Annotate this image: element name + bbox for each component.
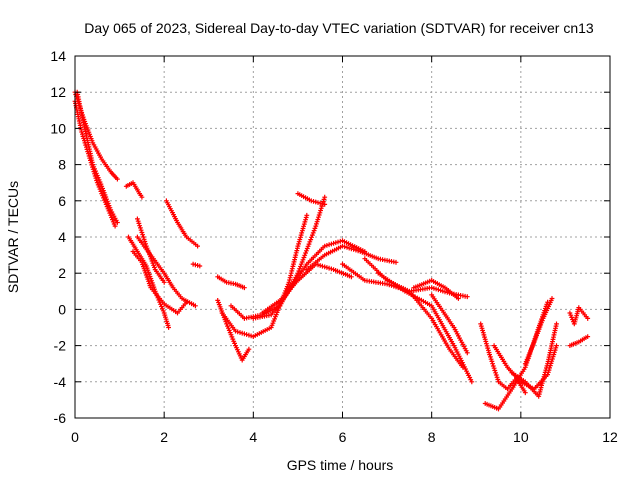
x-tick-label: 8 bbox=[428, 429, 436, 445]
y-axis-label: SDTVAR / TECUs bbox=[5, 181, 21, 293]
plot-frame bbox=[74, 55, 611, 419]
axes: 0 2 4 6 8 10 12 -6 -4 -2 0 2 4 6 8 10 12 14 bbox=[50, 48, 618, 445]
y-tick-label: 4 bbox=[58, 229, 66, 245]
y-tick-label: 8 bbox=[58, 157, 66, 173]
series-track-v bbox=[411, 278, 461, 301]
data-series bbox=[72, 89, 591, 412]
series-track-i bbox=[164, 198, 200, 249]
chart-title: Day 065 of 2023, Sidereal Day-to-day VTE… bbox=[84, 20, 594, 36]
x-tick-label: 2 bbox=[160, 429, 168, 445]
x-tick-label: 12 bbox=[602, 429, 618, 445]
y-tick-label: 14 bbox=[50, 48, 66, 64]
series-track-aa bbox=[509, 321, 559, 399]
x-tick-label: 4 bbox=[249, 429, 257, 445]
y-tick-label: 10 bbox=[50, 120, 66, 136]
series-track-k bbox=[215, 274, 247, 291]
series-track-f bbox=[130, 249, 189, 316]
grid-lines bbox=[75, 56, 610, 418]
series-track-u bbox=[375, 270, 475, 385]
series-track-w bbox=[429, 292, 470, 356]
series-track-o bbox=[295, 191, 328, 207]
series-track-r bbox=[304, 243, 399, 272]
y-tick-label: 6 bbox=[58, 193, 66, 209]
series-track-c bbox=[74, 89, 120, 225]
series-track-d bbox=[123, 180, 145, 200]
series-track-h bbox=[135, 216, 167, 285]
x-axis-label: GPS time / hours bbox=[287, 457, 394, 473]
y-tick-label: 2 bbox=[58, 265, 66, 281]
series-track-ab bbox=[522, 296, 555, 367]
series-track-j bbox=[190, 261, 203, 269]
x-tick-label: 0 bbox=[71, 429, 79, 445]
y-tick-label: 0 bbox=[58, 301, 66, 317]
y-tick-label: 12 bbox=[50, 84, 66, 100]
y-tick-label: -6 bbox=[54, 410, 67, 426]
x-tick-label: 6 bbox=[339, 429, 347, 445]
series-track-x bbox=[478, 321, 528, 396]
series-track-ac bbox=[567, 305, 591, 327]
series-track-ad bbox=[567, 334, 591, 348]
y-tick-label: -4 bbox=[54, 374, 67, 390]
y-tick-label: -2 bbox=[54, 338, 67, 354]
x-tick-label: 10 bbox=[513, 429, 529, 445]
